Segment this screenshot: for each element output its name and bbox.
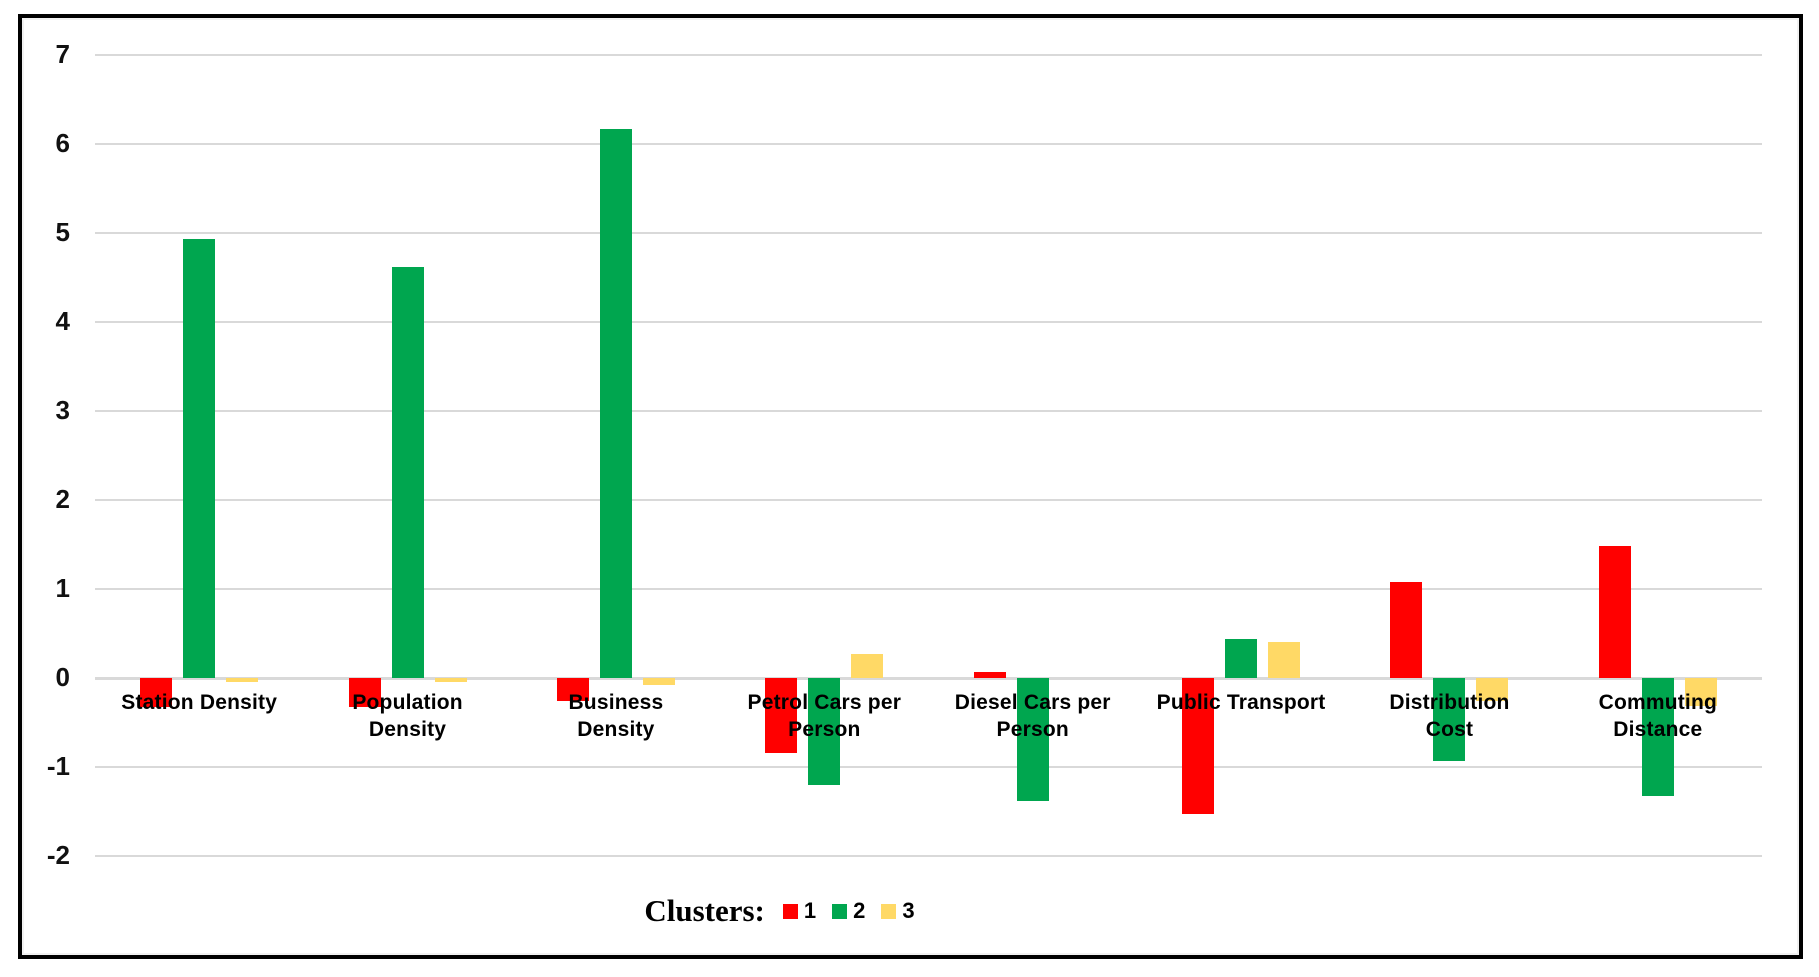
y-axis-tick-label: 5 (55, 217, 70, 247)
bar-cluster3-cat2 (434, 678, 467, 682)
x-axis-category-label: Population Density (352, 691, 463, 741)
gridline (95, 588, 1762, 590)
legend-items: 1 2 3 (782, 898, 915, 924)
gridline (95, 499, 1762, 501)
bar-cluster2-cat6 (1225, 638, 1258, 678)
y-axis-tick-label: 7 (55, 39, 70, 69)
bar-cluster2-cat4 (808, 678, 841, 785)
legend-title: Clusters: (644, 893, 765, 928)
legend-item-label: 3 (902, 898, 915, 923)
zero-axis-line (95, 677, 1762, 680)
bar-cluster3-cat1 (226, 678, 259, 683)
legend-swatch-icon (881, 903, 897, 919)
bar-cluster1-cat6 (1182, 678, 1215, 815)
y-axis-tick-label: 0 (55, 662, 70, 692)
gridline (95, 321, 1762, 323)
bar-cluster2-cat2 (391, 266, 424, 678)
bar-cluster3-cat6 (1268, 642, 1301, 678)
legend-item-cluster-3: 3 (881, 898, 915, 924)
legend-item-label: 2 (853, 898, 866, 923)
y-axis-tick-label: 4 (55, 306, 70, 336)
legend-swatch-icon (782, 903, 798, 919)
bar-cluster2-cat3 (599, 128, 632, 678)
x-axis-category-label: Petrol Cars per Person (747, 691, 902, 741)
y-axis-tick-label: -2 (46, 840, 70, 870)
bar-cluster1-cat7 (1390, 581, 1423, 678)
gridline (95, 855, 1762, 857)
legend: Clusters: 1 2 3 (0, 893, 1819, 929)
y-axis-tick-label: 3 (55, 395, 70, 425)
x-axis-category-label: Distribution Cost (1389, 691, 1510, 741)
gridline (95, 232, 1762, 234)
gridline (95, 410, 1762, 412)
gridline (95, 54, 1762, 56)
bar-cluster1-cat3 (556, 678, 589, 702)
legend-inner: Clusters: 1 2 3 (644, 893, 914, 929)
legend-item-cluster-1: 1 (782, 898, 817, 924)
bar-cluster2-cat5 (1016, 678, 1049, 801)
bar-cluster1-cat5 (973, 671, 1006, 678)
legend-item-label: 1 (803, 898, 817, 923)
legend-swatch-icon (832, 903, 848, 919)
bar-cluster3-cat4 (851, 653, 884, 678)
gridline (95, 766, 1762, 768)
bar-cluster3-cat3 (642, 678, 675, 686)
x-axis-category-label: Diesel Cars per Person (954, 691, 1111, 741)
x-axis-category-label: Station Density (121, 691, 278, 714)
bar-cluster1-cat1 (140, 678, 173, 708)
legend-item-cluster-2: 2 (832, 898, 865, 924)
bar-cluster3-cat8 (1684, 678, 1717, 706)
y-axis-tick-label: 6 (55, 128, 70, 158)
bar-cluster1-cat4 (765, 678, 798, 753)
y-axis-tick-label: 1 (55, 573, 70, 603)
x-axis-category-label: Commuting Distance (1598, 691, 1718, 741)
chart-frame (18, 14, 1803, 959)
bar-cluster1-cat2 (348, 678, 381, 708)
bar-cluster1-cat8 (1598, 546, 1631, 678)
bar-cluster2-cat1 (183, 239, 216, 678)
x-axis-category-label: Public Transport (1156, 691, 1326, 714)
x-axis-category-label: Business Density (568, 691, 664, 741)
bar-cluster2-cat7 (1433, 678, 1466, 761)
y-axis-tick-label: 2 (55, 484, 70, 514)
bar-cluster2-cat8 (1641, 678, 1674, 797)
gridline (95, 143, 1762, 145)
y-axis-tick-label: -1 (46, 751, 70, 781)
bar-cluster3-cat7 (1476, 678, 1509, 702)
